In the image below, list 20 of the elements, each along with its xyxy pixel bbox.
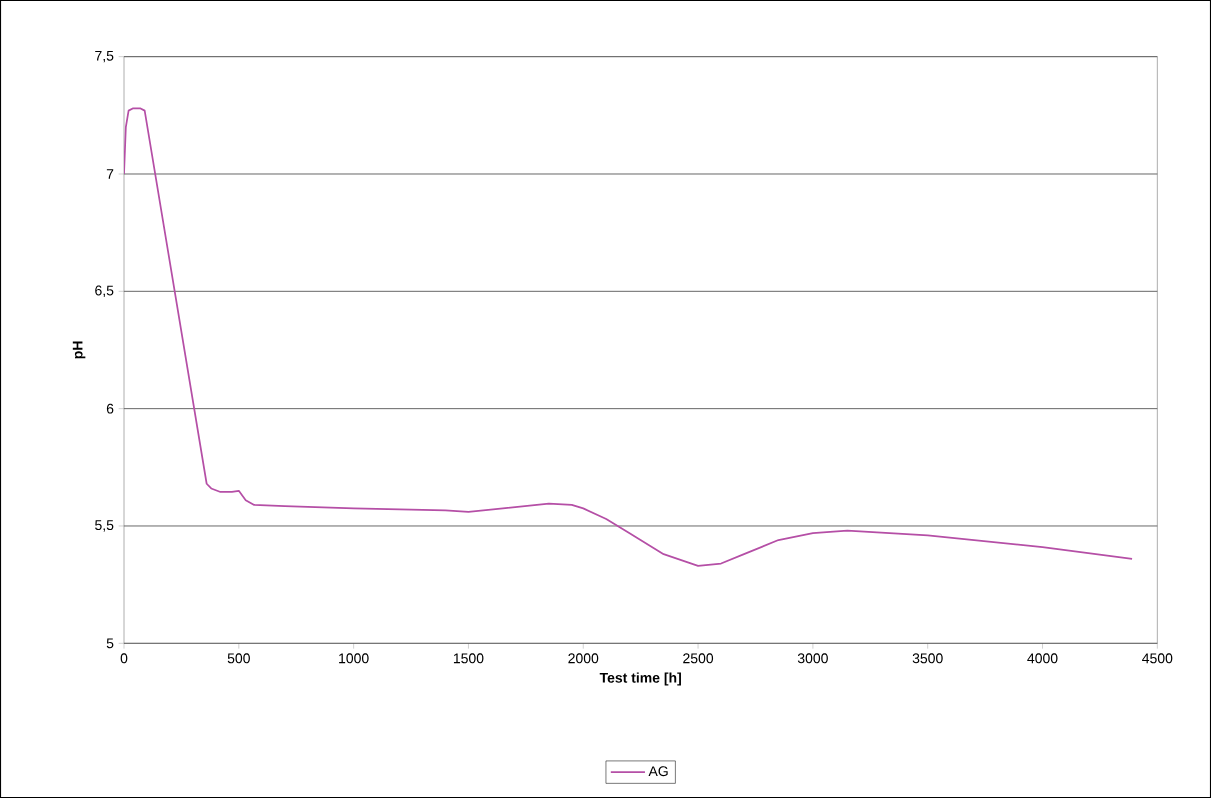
x-tick-label: 500 [227, 653, 250, 664]
x-tick-label: 0 [120, 653, 128, 664]
x-tick-label: 3500 [912, 653, 943, 664]
y-tick-label: 5,5 [95, 520, 114, 532]
y-axis-title: pH [72, 341, 86, 359]
y-tick-label: 5 [106, 638, 114, 649]
x-tick-label: 4500 [1142, 653, 1173, 664]
x-tick-label: 1500 [453, 653, 484, 664]
x-tick-label: 3000 [797, 653, 828, 664]
x-tick-label: 1000 [339, 653, 369, 664]
y-tick-label: 6,5 [95, 285, 114, 298]
x-tick-label: 2500 [683, 653, 714, 664]
y-tick-label: 6 [106, 403, 114, 414]
y-tick-label: 7,5 [95, 50, 114, 63]
x-axis-title: Test time [h] [599, 672, 681, 686]
y-tick-label: 7 [106, 169, 114, 179]
line-series [124, 107, 1133, 567]
legend-label: AG [648, 766, 668, 777]
x-tick-label: 2000 [568, 653, 599, 664]
x-tick-label: 4000 [1027, 653, 1058, 664]
